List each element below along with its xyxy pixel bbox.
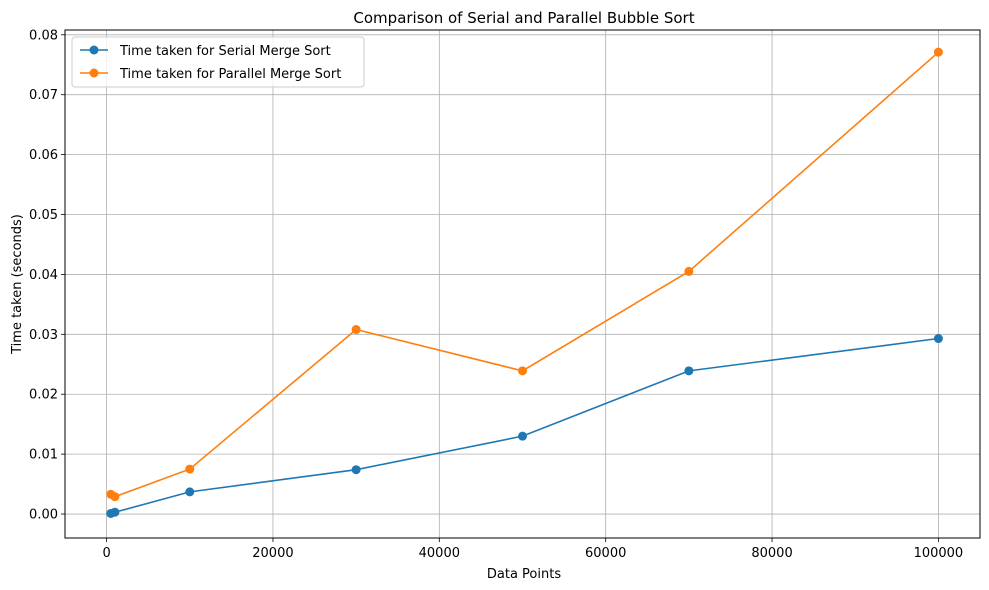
y-tick-label: 0.01 — [29, 448, 58, 463]
axis-ticks: 0 20000 40000 60000 80000 100000 0.00 0.01 0.02 0… — [29, 28, 963, 561]
data-point — [518, 366, 527, 376]
chart-title: Comparison of Serial and Parallel Bubble… — [353, 9, 694, 27]
data-point — [351, 465, 361, 475]
data-point — [185, 487, 195, 497]
x-tick-label: 40000 — [419, 546, 460, 561]
data-point — [185, 464, 195, 474]
data-point — [518, 431, 527, 441]
data-point — [933, 47, 943, 57]
x-tick-label: 20000 — [252, 546, 293, 561]
y-axis-label: Time taken (seconds) — [10, 214, 25, 355]
plot-frame — [64, 29, 981, 539]
legend-serial-marker — [89, 45, 99, 55]
y-tick-label: 0.03 — [29, 328, 58, 343]
legend-parallel-label: Time taken for Parallel Merge Sort — [119, 67, 341, 82]
x-axis-label: Data Points — [487, 567, 561, 582]
data-point — [351, 325, 361, 335]
y-tick-label: 0.05 — [29, 208, 58, 223]
x-tick-label: 80000 — [751, 546, 792, 561]
legend-box — [71, 36, 365, 88]
x-tick-label: 100000 — [914, 546, 964, 561]
y-tick-label: 0.07 — [29, 88, 58, 103]
data-point — [684, 266, 694, 276]
x-tick-label: 60000 — [585, 546, 626, 561]
x-tick-label: 0 — [102, 546, 110, 561]
data-point — [110, 492, 120, 502]
data-point — [684, 366, 694, 376]
legend-parallel-marker — [89, 68, 99, 78]
y-tick-label: 0.02 — [29, 388, 58, 403]
legend-serial-label: Time taken for Serial Merge Sort — [119, 44, 331, 59]
legend: Time taken for Serial Merge Sort Time ta… — [71, 36, 365, 88]
y-tick-label: 0.08 — [29, 28, 58, 43]
series-line-0 — [110, 337, 939, 515]
grid-lines — [65, 30, 980, 538]
data-point — [933, 334, 943, 344]
series-layer — [106, 47, 943, 518]
data-point — [110, 507, 120, 517]
y-tick-label: 0.04 — [29, 268, 58, 283]
y-tick-label: 0.00 — [29, 508, 58, 523]
y-tick-label: 0.06 — [29, 148, 58, 163]
